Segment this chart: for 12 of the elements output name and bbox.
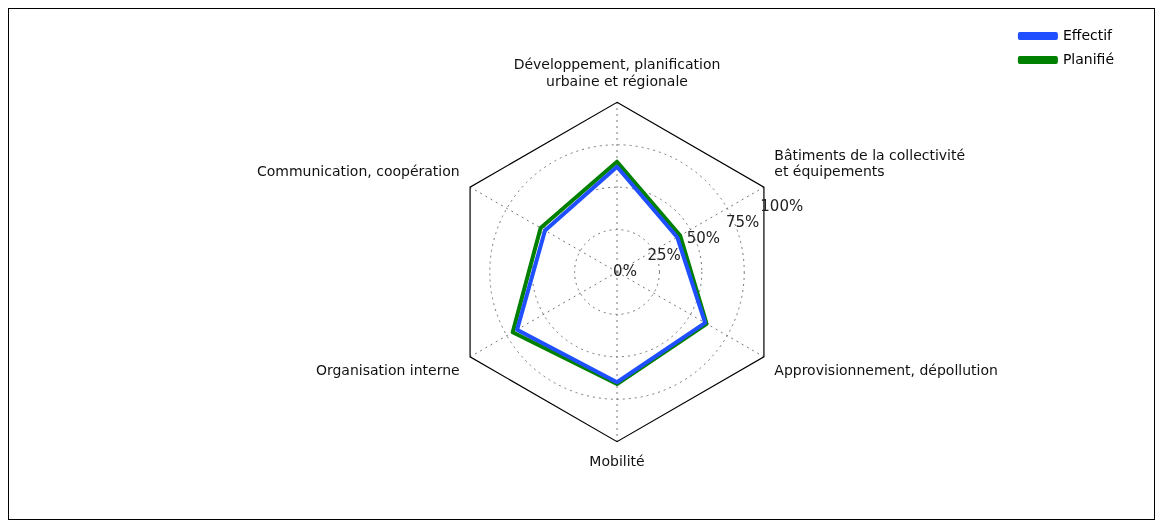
spoke-label: Développement, planification urbaine et régionale [513,55,721,89]
legend-label: Effectif [1062,26,1114,43]
spoke-label: Communication, coopération [256,163,460,180]
y-tick-label: 0% [613,261,637,280]
legend-label: Planifié [1062,50,1114,67]
spoke-label: Mobilité [589,452,645,469]
y-tick-label: 75% [725,213,760,232]
y-tick-label: 25% [647,245,681,264]
y-tick-label: 50% [686,229,721,248]
spoke-label: Approvisionnement, dépollution [774,361,998,378]
spoke-label: Organisation interne [315,361,460,378]
spoke-label: Bâtiments de la collectivité et équipements [774,146,966,180]
